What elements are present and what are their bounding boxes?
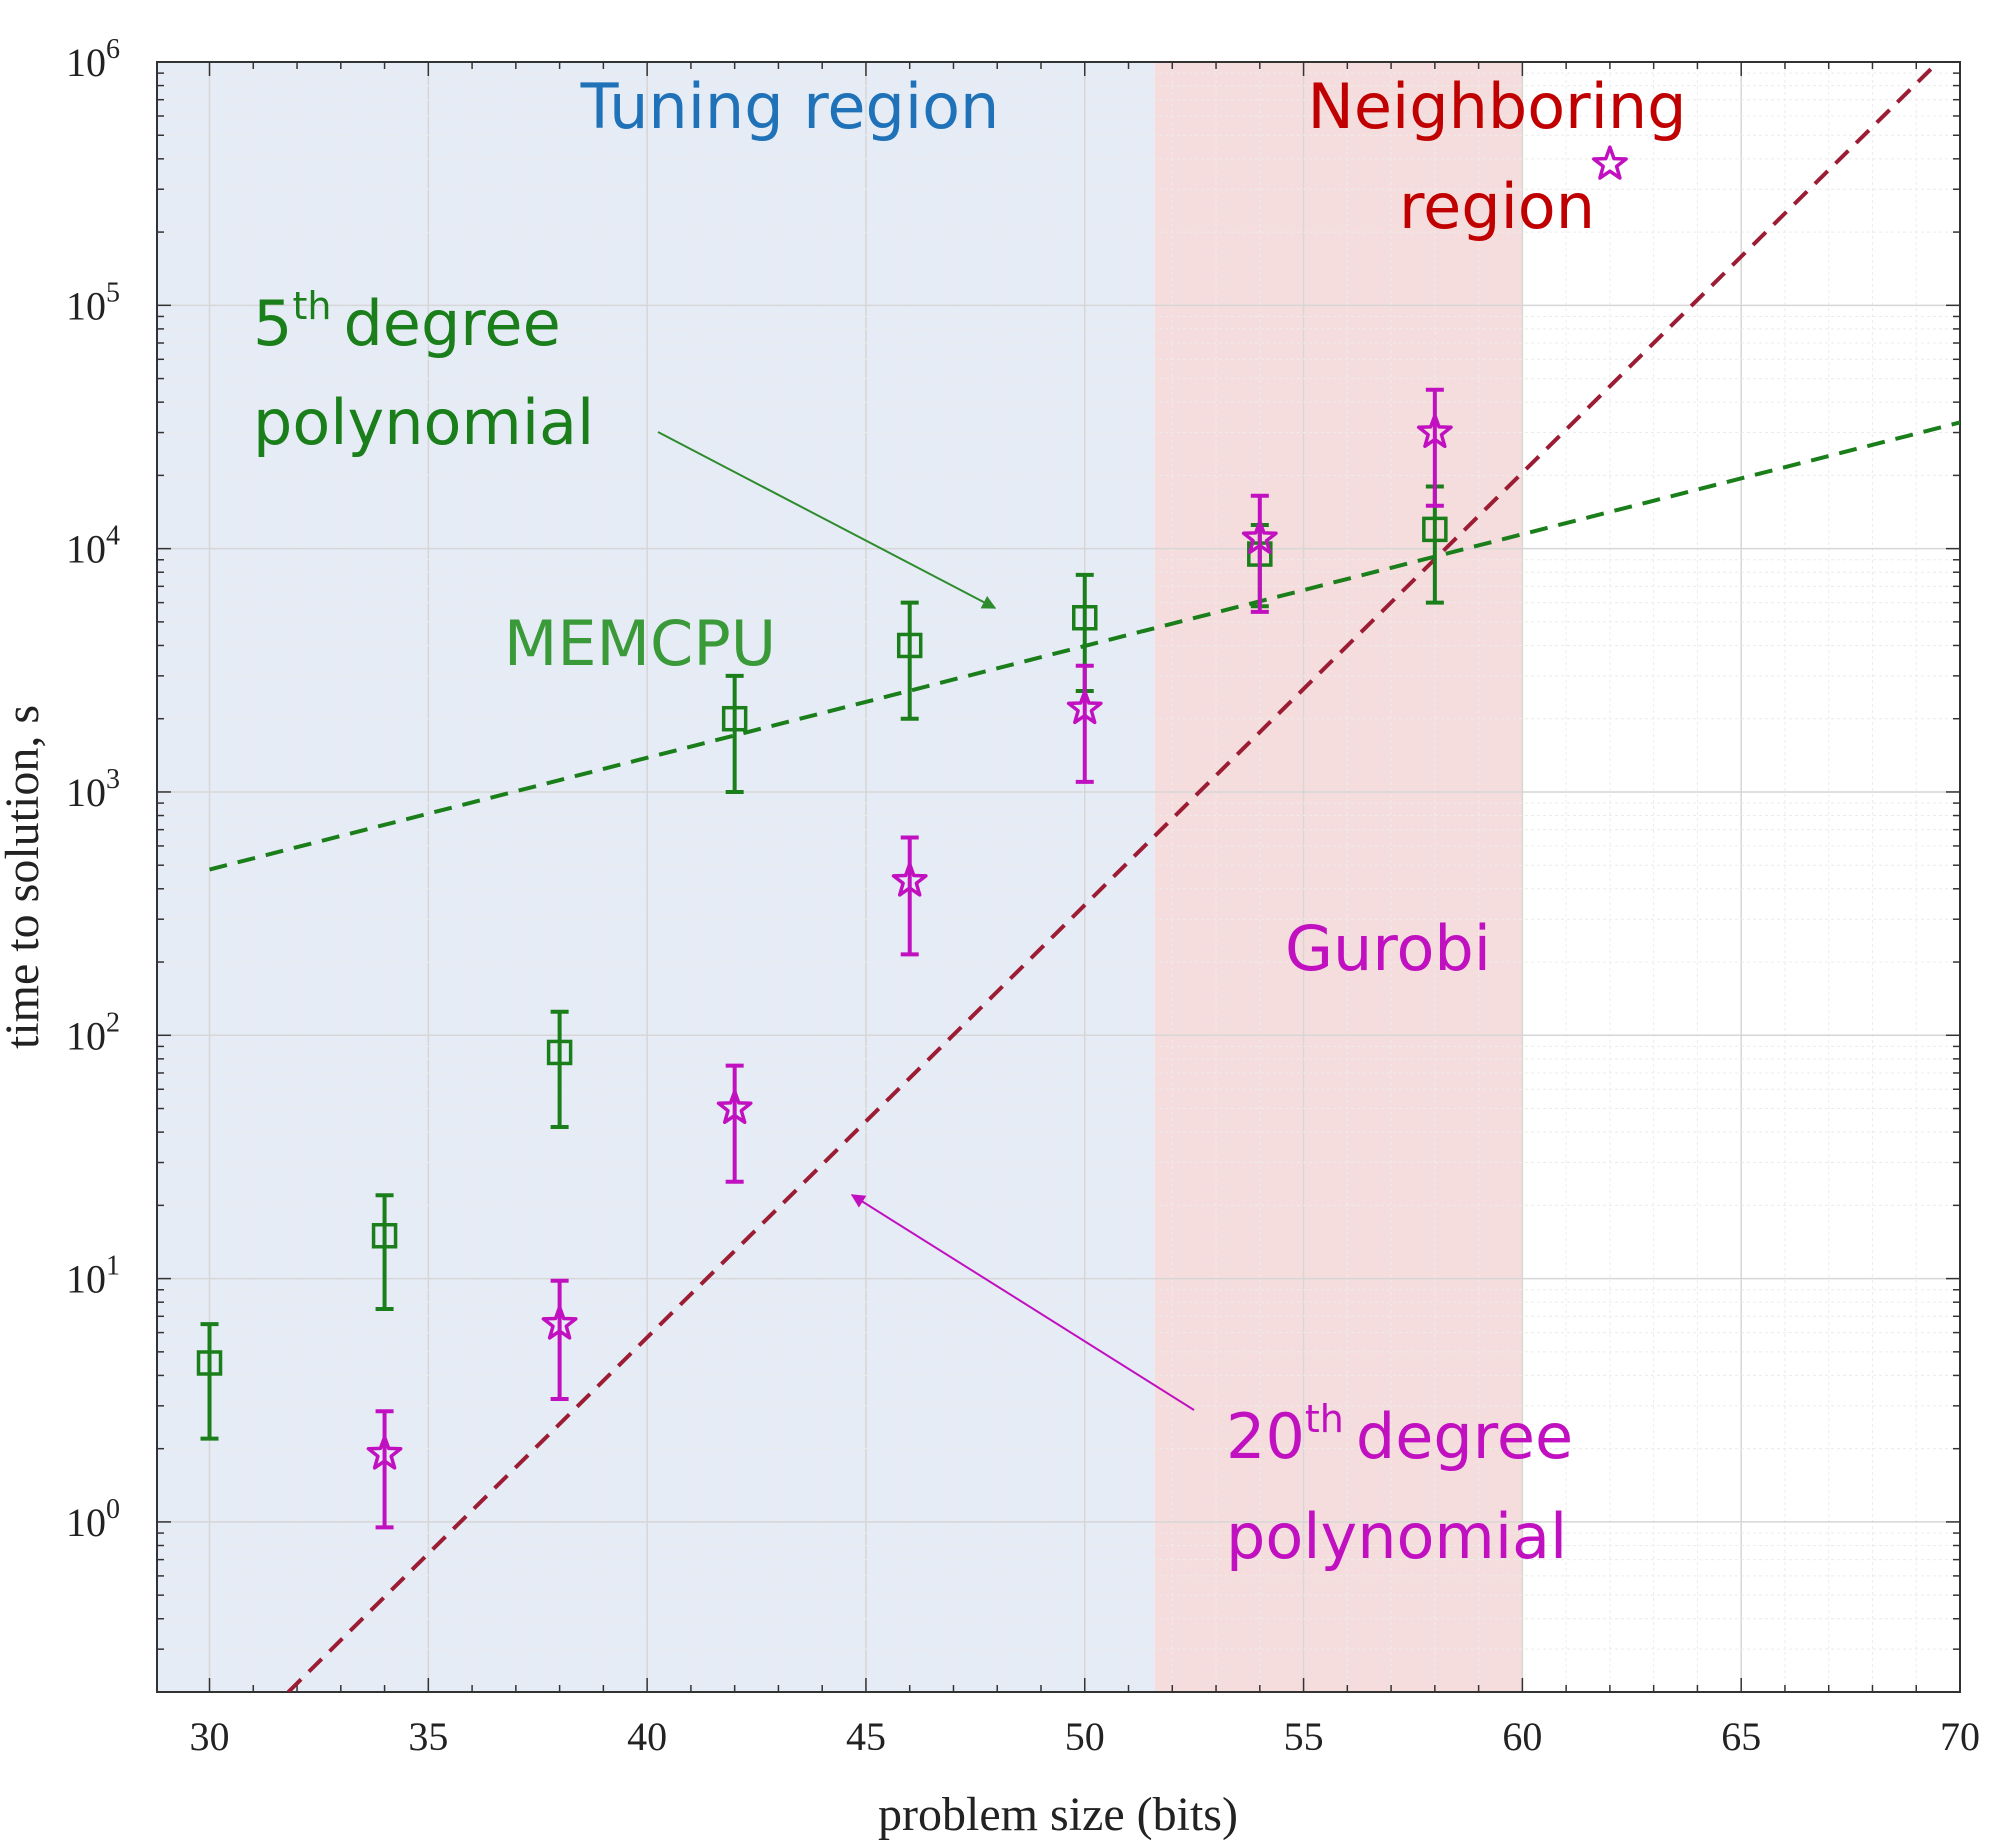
x-tick-label: 40	[627, 1714, 667, 1759]
neighboring-region-label-line2: region	[1399, 170, 1595, 243]
y-tick-exponent: 4	[106, 521, 120, 552]
y-tick-base: 10	[66, 1013, 106, 1058]
fit-20th-degree-suffix: th	[1305, 1397, 1344, 1441]
fit-20th-degree-number: 20	[1226, 1400, 1305, 1473]
fit-5th-degree-word: degree	[343, 287, 560, 360]
data-point-star	[1591, 145, 1628, 180]
gurobi-label: Gurobi	[1285, 912, 1491, 985]
x-tick-label: 45	[846, 1714, 886, 1759]
fit-line-1	[286, 62, 1940, 1692]
fit-5th-degree-arrow	[657, 431, 997, 609]
y-tick-base: 10	[66, 1500, 106, 1545]
y-tick-label: 103	[66, 764, 120, 815]
y-tick-base: 10	[66, 1257, 106, 1302]
fit-5th-degree-number: 5	[253, 287, 292, 360]
y-tick-label: 100	[66, 1494, 120, 1545]
region-band-0	[157, 62, 1155, 1692]
y-tick-exponent: 1	[106, 1251, 120, 1282]
x-axis-title: problem size (bits)	[878, 1788, 1238, 1840]
neighboring-region-label-line1: Neighboring	[1307, 70, 1686, 143]
data-point-square	[1072, 604, 1098, 631]
y-tick-label: 105	[66, 277, 120, 328]
y-axis-title: time to solution, s	[0, 705, 49, 1049]
data-point-star	[1241, 519, 1278, 555]
fit-20th-degree-label-line2: polynomial	[1226, 1500, 1567, 1573]
fit-20th-degree-word: degree	[1356, 1400, 1573, 1473]
data-point-square	[371, 1223, 398, 1249]
x-tick-label: 65	[1721, 1714, 1761, 1759]
y-tick-exponent: 5	[106, 277, 120, 308]
x-tick-label: 70	[1940, 1714, 1980, 1759]
data-point-star	[1066, 689, 1103, 725]
x-tick-label: 30	[190, 1714, 230, 1759]
fit-5th-degree-label-line2: polynomial	[253, 386, 594, 459]
fit-20th-degree-label-line1: 20th degree	[1226, 1397, 1573, 1473]
data-point-star	[541, 1305, 578, 1340]
shaded-regions	[157, 62, 1523, 1692]
data-point-square	[196, 1350, 223, 1376]
y-tick-base: 10	[66, 527, 106, 572]
data-point-star	[1416, 413, 1453, 449]
y-tick-exponent: 6	[106, 34, 120, 65]
data-point-star	[366, 1435, 403, 1470]
y-tick-label: 106	[66, 34, 120, 85]
y-tick-exponent: 3	[106, 764, 120, 795]
y-tick-exponent: 0	[106, 1494, 120, 1525]
x-tick-label: 60	[1502, 1714, 1542, 1759]
data-point-square	[1422, 516, 1448, 543]
y-tick-label: 102	[66, 1007, 120, 1058]
tuning-region-label: Tuning region	[580, 70, 1000, 143]
y-tick-base: 10	[66, 40, 106, 85]
memcpu-label: MEMCPU	[504, 607, 776, 680]
axis-ticks	[157, 61, 1961, 1693]
plot-area-frame	[156, 61, 1961, 1693]
x-tick-labels: 30 35 40 45 50 55 60 65 70	[190, 1714, 1980, 1759]
fit-20th-degree-arrow	[850, 1194, 1195, 1411]
data-series	[196, 145, 1628, 1530]
x-tick-label: 35	[408, 1714, 448, 1759]
x-tick-label: 55	[1284, 1714, 1324, 1759]
data-point-square	[546, 1039, 573, 1066]
grid-lines	[157, 61, 1961, 1693]
data-point-star	[716, 1089, 753, 1125]
data-point-star	[891, 862, 928, 897]
data-point-square	[721, 705, 748, 732]
y-tick-exponent: 2	[106, 1007, 120, 1038]
y-tick-label: 101	[66, 1251, 120, 1302]
y-tick-base: 10	[66, 770, 106, 815]
fit-5th-degree-suffix: th	[292, 284, 331, 328]
fit-5th-degree-label-line1: 5th degree	[253, 284, 561, 360]
y-tick-label: 104	[66, 521, 120, 572]
y-tick-base: 10	[66, 283, 106, 328]
x-tick-label: 50	[1065, 1714, 1105, 1759]
data-point-square	[896, 632, 923, 659]
